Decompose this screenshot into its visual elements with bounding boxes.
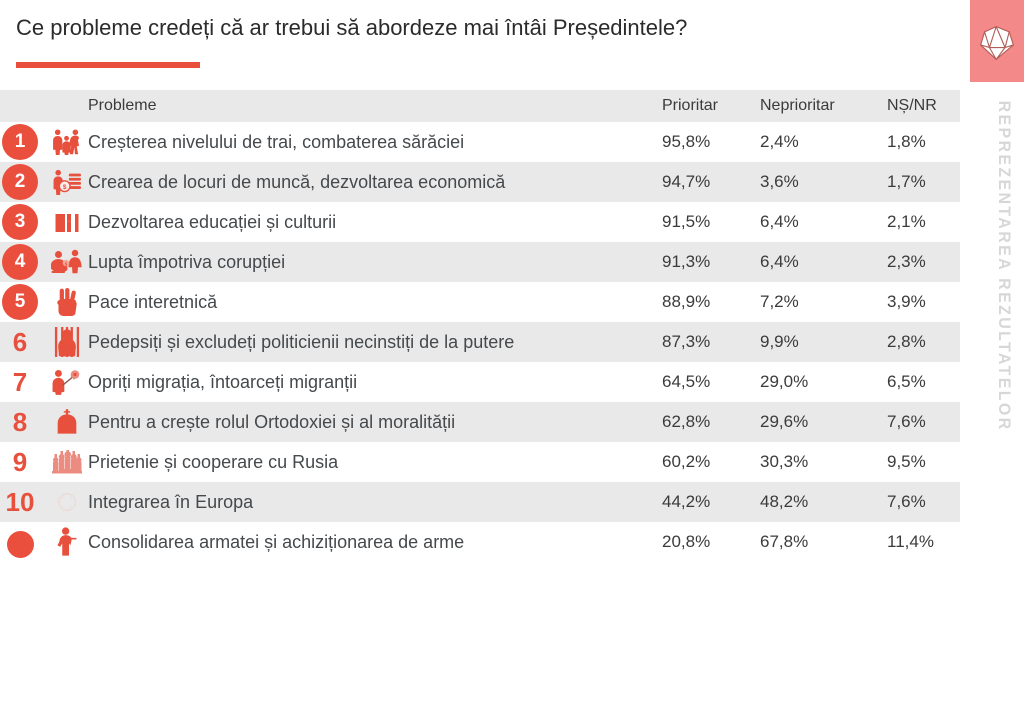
svg-text:$: $ bbox=[63, 184, 67, 191]
